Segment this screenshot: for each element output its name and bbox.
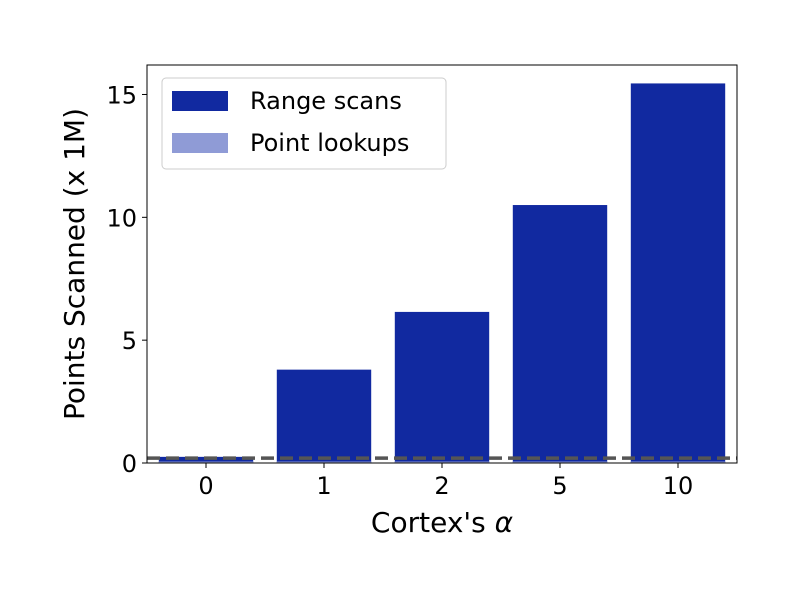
x-axis-title-symbol: α [495,506,514,539]
bar-point-lookups-0 [158,461,254,463]
y-axis-ticks: 0 5 10 15 [106,81,147,478]
bar-point-lookups-10 [630,461,726,463]
bar-point-lookups-1 [276,461,372,463]
x-tick-label: 10 [663,472,694,500]
x-axis-title: Cortex's α [371,506,514,539]
bar-range-scans-1 [276,369,372,463]
bar-range-scans-2 [394,311,490,463]
x-tick-label: 1 [316,472,331,500]
legend-box [161,77,447,170]
bars-group [158,83,726,463]
bar-point-lookups-5 [512,461,608,463]
x-axis-title-text: Cortex's [371,506,486,539]
legend: Range scans Point lookups [161,77,447,170]
bar-range-scans-5 [512,205,608,463]
bar-range-scans-0 [158,456,254,463]
bar-range-scans-10 [630,83,726,463]
x-tick-label: 5 [552,472,567,500]
legend-label-point-lookups: Point lookups [250,129,409,157]
y-axis-title: Points Scanned (x 1M) [58,108,91,420]
legend-swatch-range-scans [172,91,228,111]
y-tick-label: 15 [106,81,137,109]
y-tick-label: 5 [122,327,137,355]
legend-swatch-point-lookups [172,133,228,153]
x-axis-ticks: 0 1 2 5 10 [198,463,693,500]
legend-label-range-scans: Range scans [250,87,402,115]
x-tick-label: 2 [434,472,449,500]
bar-point-lookups-2 [394,461,490,463]
y-tick-label: 0 [122,450,137,478]
y-tick-label: 10 [106,204,137,232]
x-tick-label: 0 [198,472,213,500]
